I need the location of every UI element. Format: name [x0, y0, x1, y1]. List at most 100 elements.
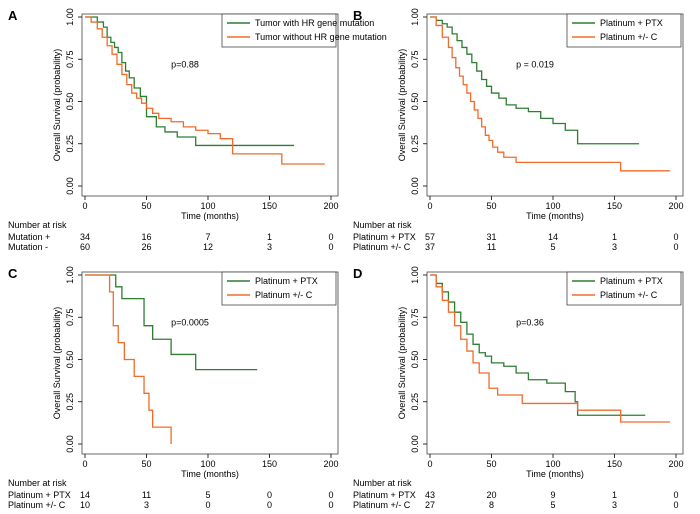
- risk-value: 11: [142, 490, 151, 500]
- y-tick-label: 0.25: [410, 393, 420, 411]
- km-curve-green: [430, 16, 640, 145]
- y-tick-label: 0.00: [410, 177, 420, 195]
- risk-value: 1: [267, 232, 272, 242]
- risk-value: 3: [267, 242, 272, 252]
- legend-label: Platinum + PTX: [255, 276, 318, 286]
- x-tick-label: 200: [668, 201, 683, 211]
- risk-value: 0: [267, 500, 272, 510]
- risk-value: 3: [612, 242, 617, 252]
- risk-row-label: Platinum +/- C: [353, 500, 411, 510]
- legend-box: [221, 271, 337, 306]
- y-tick-label: 1.00: [65, 266, 75, 284]
- risk-value: 10: [80, 500, 90, 510]
- risk-table-title: Number at risk: [353, 478, 412, 488]
- y-tick-label: 0.75: [65, 50, 75, 68]
- risk-value: 9: [550, 490, 555, 500]
- panel-letter: C: [8, 266, 18, 281]
- y-axis-label: Overall Survival (probability): [52, 307, 62, 420]
- legend-box: [566, 13, 682, 48]
- x-tick-label: 0: [82, 459, 87, 469]
- legend-label: Tumor without HR gene mutation: [255, 32, 387, 42]
- p-value: p = 0.019: [516, 60, 554, 70]
- y-axis-label: Overall Survival (probability): [397, 49, 407, 162]
- risk-value: 5: [205, 490, 210, 500]
- x-tick-label: 150: [607, 459, 622, 469]
- y-tick-label: 0.50: [410, 351, 420, 369]
- y-tick-label: 0.75: [65, 308, 75, 326]
- p-value: p=0.0005: [171, 318, 209, 328]
- risk-table-title: Number at risk: [8, 220, 67, 230]
- legend-label: Platinum +/- C: [600, 290, 658, 300]
- x-axis-label: Time (months): [181, 469, 239, 479]
- risk-value: 0: [328, 242, 333, 252]
- risk-value: 0: [673, 500, 678, 510]
- x-tick-label: 100: [200, 201, 215, 211]
- plot-frame: [426, 13, 684, 197]
- y-tick-label: 0.00: [65, 177, 75, 195]
- risk-row-label: Platinum + PTX: [353, 232, 416, 242]
- y-tick-label: 0.75: [410, 50, 420, 68]
- legend-label: Platinum +/- C: [255, 290, 313, 300]
- risk-value: 1: [612, 232, 617, 242]
- risk-value: 26: [141, 242, 151, 252]
- legend-label: Platinum +/- C: [600, 32, 658, 42]
- risk-value: 20: [486, 490, 496, 500]
- risk-value: 0: [267, 490, 272, 500]
- plot-frame: [81, 13, 339, 197]
- x-tick-label: 0: [427, 459, 432, 469]
- risk-value: 27: [425, 500, 435, 510]
- plot-frame: [81, 271, 339, 455]
- risk-value: 0: [328, 500, 333, 510]
- x-tick-label: 50: [486, 201, 496, 211]
- x-axis-label: Time (months): [526, 469, 584, 479]
- risk-table-title: Number at risk: [8, 478, 67, 488]
- y-axis-label: Overall Survival (probability): [397, 307, 407, 420]
- y-tick-label: 0.00: [410, 435, 420, 453]
- x-tick-label: 50: [486, 459, 496, 469]
- x-tick-label: 100: [545, 201, 560, 211]
- risk-value: 1: [612, 490, 617, 500]
- y-tick-label: 1.00: [410, 8, 420, 26]
- p-value: p=0.36: [516, 318, 544, 328]
- x-tick-label: 50: [141, 459, 151, 469]
- x-tick-label: 100: [545, 459, 560, 469]
- legend-box: [566, 271, 682, 306]
- y-tick-label: 0.50: [410, 93, 420, 111]
- legend-label: Tumor with HR gene mutation: [255, 18, 374, 28]
- risk-value: 5: [550, 242, 555, 252]
- x-tick-label: 0: [82, 201, 87, 211]
- x-tick-label: 100: [200, 459, 215, 469]
- x-tick-label: 0: [427, 201, 432, 211]
- risk-row-label: Mutation -: [8, 242, 48, 252]
- km-curve-green: [85, 274, 258, 371]
- y-tick-label: 1.00: [65, 8, 75, 26]
- y-tick-label: 0.25: [65, 135, 75, 153]
- y-tick-label: 0.00: [65, 435, 75, 453]
- risk-value: 34: [80, 232, 90, 242]
- legend-label: Platinum + PTX: [600, 18, 663, 28]
- risk-value: 0: [328, 490, 333, 500]
- x-tick-label: 200: [323, 459, 338, 469]
- risk-value: 0: [673, 490, 678, 500]
- risk-value: 16: [141, 232, 151, 242]
- risk-value: 3: [144, 500, 149, 510]
- y-axis-label: Overall Survival (probability): [52, 49, 62, 162]
- risk-value: 0: [205, 500, 210, 510]
- risk-value: 0: [673, 232, 678, 242]
- risk-value: 11: [487, 242, 496, 252]
- risk-value: 43: [425, 490, 435, 500]
- risk-value: 8: [489, 500, 494, 510]
- risk-value: 5: [550, 500, 555, 510]
- x-tick-label: 150: [262, 459, 277, 469]
- y-tick-label: 0.50: [65, 351, 75, 369]
- panel-letter: D: [353, 266, 362, 281]
- risk-value: 12: [203, 242, 213, 252]
- risk-value: 57: [425, 232, 435, 242]
- risk-value: 7: [205, 232, 210, 242]
- risk-row-label: Platinum +/- C: [353, 242, 411, 252]
- x-tick-label: 50: [141, 201, 151, 211]
- x-tick-label: 150: [607, 201, 622, 211]
